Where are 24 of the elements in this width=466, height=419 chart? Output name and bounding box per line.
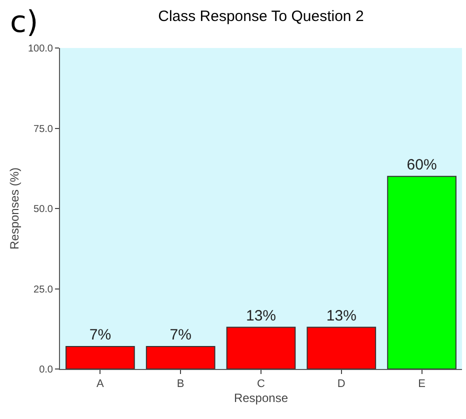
data-label: 7% [170,326,192,344]
text: c) [10,5,38,40]
y-tick-label: 100.0 [28,44,54,54]
data-label: 13% [326,307,356,324]
y-tick-label: 25.0 [34,284,54,296]
data-label: 60% [406,156,437,174]
y-axis-title: Responses (%) [7,167,22,250]
x-axis-title: Response [234,391,288,406]
y-tick-label: 50.0 [34,204,54,215]
x-tick-label: A [96,378,105,390]
x-tick-label: C [257,378,266,390]
bar [146,346,216,369]
bar [226,326,296,369]
y-tick-label: 75.0 [34,124,54,135]
bar [387,176,456,369]
data-label: 13% [246,307,276,324]
x-tick-label: D [337,378,346,390]
bar [66,346,135,369]
bar [306,326,376,369]
data-label: 7% [89,326,112,344]
chart-title: Class Response To Question 2 [158,8,364,25]
y-tick-label: 0.0 [39,364,54,376]
x-tick-label: E [418,378,426,390]
x-tick-label: B [176,378,184,390]
